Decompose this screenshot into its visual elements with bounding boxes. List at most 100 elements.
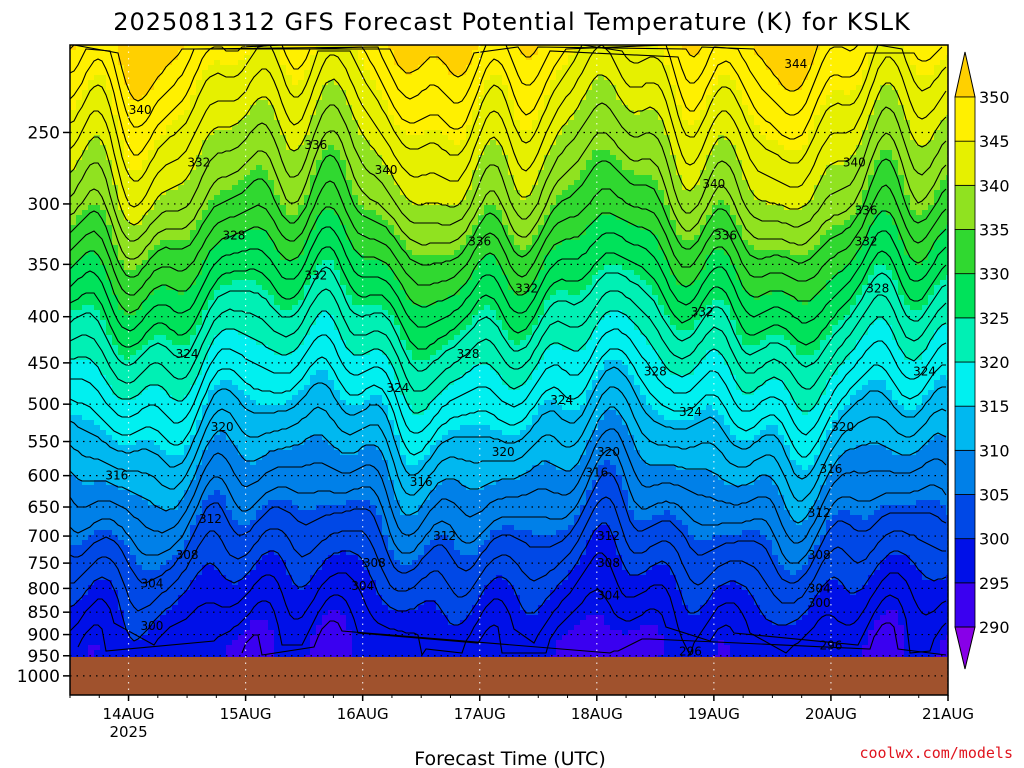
field-cell bbox=[148, 580, 155, 586]
field-cell bbox=[202, 265, 209, 271]
field-cell bbox=[166, 120, 173, 126]
field-cell bbox=[130, 415, 137, 421]
field-cell bbox=[238, 485, 245, 491]
field-cell bbox=[280, 625, 287, 631]
field-cell bbox=[166, 505, 173, 511]
field-cell bbox=[190, 580, 197, 586]
field-cell bbox=[178, 325, 185, 331]
field-cell bbox=[214, 190, 221, 196]
field-cell bbox=[124, 175, 131, 181]
field-cell bbox=[184, 375, 191, 381]
field-cell bbox=[220, 440, 227, 446]
field-cell bbox=[262, 280, 269, 286]
field-cell bbox=[184, 200, 191, 206]
field-cell bbox=[106, 495, 113, 501]
field-cell bbox=[262, 85, 269, 91]
field-cell bbox=[274, 135, 281, 141]
field-cell bbox=[250, 510, 257, 516]
field-cell bbox=[166, 280, 173, 286]
field-cell bbox=[244, 235, 251, 241]
field-cell bbox=[82, 390, 89, 396]
field-cell bbox=[274, 95, 281, 101]
field-cell bbox=[130, 365, 137, 371]
field-cell bbox=[220, 255, 227, 261]
field-cell bbox=[274, 610, 281, 616]
field-cell bbox=[274, 55, 281, 61]
field-cell bbox=[88, 485, 95, 491]
field-cell bbox=[190, 635, 197, 641]
field-cell bbox=[142, 570, 149, 576]
field-cell bbox=[94, 390, 101, 396]
field-cell bbox=[304, 410, 311, 416]
field-cell bbox=[304, 125, 311, 131]
field-cell bbox=[142, 260, 149, 266]
field-cell bbox=[148, 60, 155, 66]
field-cell bbox=[160, 400, 167, 406]
field-cell bbox=[280, 605, 287, 611]
field-cell bbox=[94, 425, 101, 431]
field-cell bbox=[214, 390, 221, 396]
field-cell bbox=[202, 300, 209, 306]
field-cell bbox=[298, 505, 305, 511]
field-cell bbox=[298, 260, 305, 266]
field-cell bbox=[292, 620, 299, 626]
field-cell bbox=[142, 455, 149, 461]
field-cell bbox=[202, 120, 209, 126]
field-cell bbox=[250, 280, 257, 286]
field-cell bbox=[136, 440, 143, 446]
field-cell bbox=[70, 270, 77, 276]
field-cell bbox=[196, 80, 203, 86]
field-cell bbox=[160, 140, 167, 146]
field-cell bbox=[298, 420, 305, 426]
field-cell bbox=[262, 50, 269, 56]
field-cell bbox=[292, 650, 299, 656]
field-cell bbox=[184, 550, 191, 556]
field-cell bbox=[250, 650, 257, 656]
field-cell bbox=[130, 225, 137, 231]
field-cell bbox=[262, 70, 269, 76]
field-cell bbox=[238, 625, 245, 631]
field-cell bbox=[124, 345, 131, 351]
field-cell bbox=[82, 210, 89, 216]
field-cell bbox=[118, 615, 125, 621]
field-cell bbox=[280, 575, 287, 581]
field-cell bbox=[106, 110, 113, 116]
field-cell bbox=[136, 550, 143, 556]
field-cell bbox=[130, 140, 137, 146]
field-cell bbox=[154, 530, 161, 536]
field-cell bbox=[100, 445, 107, 451]
field-cell bbox=[268, 210, 275, 216]
field-cell bbox=[136, 225, 143, 231]
field-cell bbox=[202, 140, 209, 146]
field-cell bbox=[136, 510, 143, 516]
field-cell bbox=[136, 340, 143, 346]
field-cell bbox=[220, 300, 227, 306]
field-cell bbox=[160, 275, 167, 281]
field-cell bbox=[136, 100, 143, 106]
field-cell bbox=[208, 500, 215, 506]
field-cell bbox=[196, 275, 203, 281]
field-cell bbox=[298, 310, 305, 316]
field-cell bbox=[70, 165, 77, 171]
field-cell bbox=[76, 200, 83, 206]
field-cell bbox=[238, 300, 245, 306]
field-cell bbox=[214, 305, 221, 311]
field-cell bbox=[160, 490, 167, 496]
field-cell bbox=[244, 425, 251, 431]
field-cell bbox=[262, 450, 269, 456]
field-cell bbox=[298, 645, 305, 651]
field-cell bbox=[196, 615, 203, 621]
field-cell bbox=[250, 570, 257, 576]
field-cell bbox=[286, 450, 293, 456]
field-cell bbox=[118, 550, 125, 556]
field-cell bbox=[208, 125, 215, 131]
field-cell bbox=[268, 615, 275, 621]
field-cell bbox=[130, 220, 137, 226]
field-cell bbox=[142, 505, 149, 511]
field-cell bbox=[226, 240, 233, 246]
field-cell bbox=[112, 310, 119, 316]
field-cell bbox=[268, 385, 275, 391]
field-cell bbox=[184, 120, 191, 126]
field-cell bbox=[274, 600, 281, 606]
field-cell bbox=[202, 100, 209, 106]
